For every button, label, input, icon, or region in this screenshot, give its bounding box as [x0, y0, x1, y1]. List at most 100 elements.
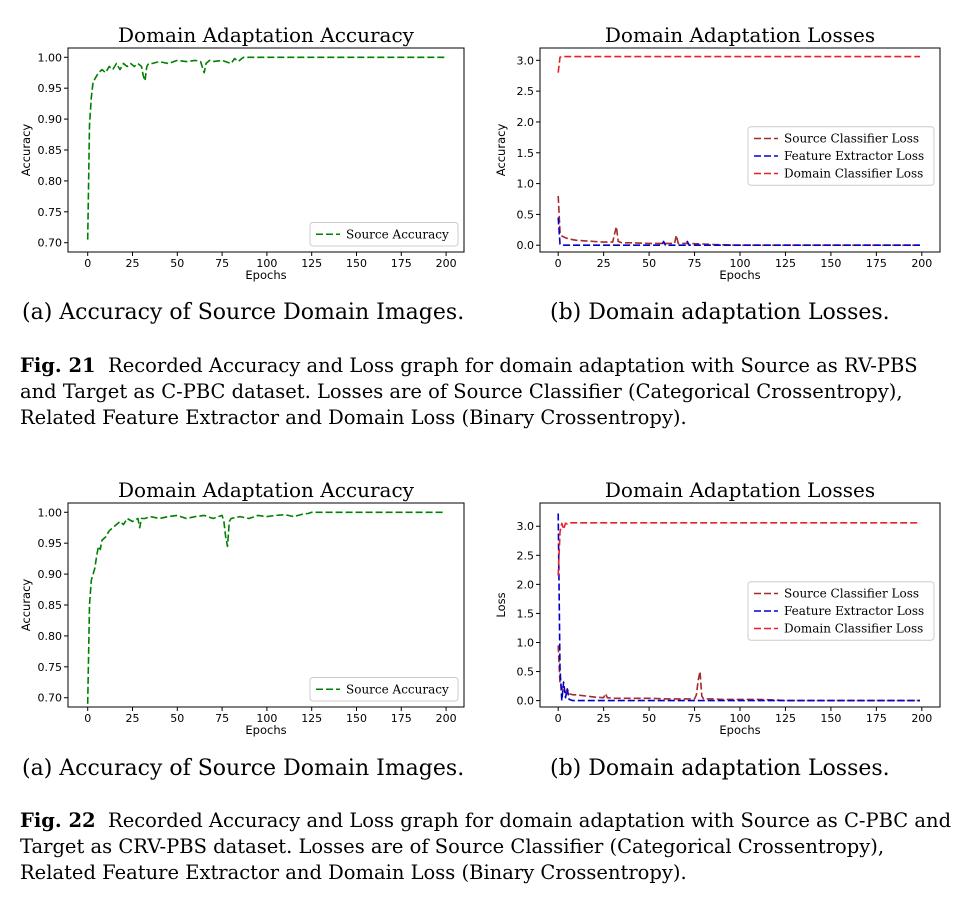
y-tick-label: 1.0: [517, 636, 535, 649]
legend-entry: Source Accuracy: [346, 682, 449, 696]
x-tick-label: 125: [301, 712, 322, 725]
subcaption-a-fig21: (a) Accuracy of Source Domain Images.: [22, 300, 465, 325]
legend-entry: Feature Extractor Loss: [784, 604, 924, 618]
x-tick-label: 150: [820, 257, 841, 270]
y-tick-label: 1.5: [517, 147, 535, 160]
x-tick-label: 50: [642, 712, 656, 725]
x-tick-label: 75: [215, 712, 229, 725]
chart-svg: Domain Adaptation Accuracy 0 25 50 75 100 125 1…: [19, 478, 465, 737]
x-tick-label: 0: [84, 257, 91, 270]
legend: Source Accuracy: [309, 222, 459, 247]
legend-entry: Domain Classifier Loss: [784, 167, 923, 181]
y-tick-label: 0.75: [38, 206, 63, 219]
x-tick-label: 50: [170, 257, 184, 270]
x-axis-label: Epochs: [719, 723, 760, 737]
y-tick-label: 2.5: [517, 85, 535, 98]
y-axis-label: Accuracy: [494, 124, 508, 177]
y-tick-label: 0.5: [517, 208, 535, 221]
series-line-source-accuracy: [86, 511, 445, 704]
y-tick-label: 0.70: [38, 692, 63, 705]
figure-caption-text: Recorded Accuracy and Loss graph for dom…: [20, 354, 918, 429]
x-tick-label: 100: [256, 257, 277, 270]
y-tick-label: 0.0: [517, 695, 535, 708]
legend-entry: Source Classifier Loss: [784, 587, 919, 601]
x-tick-label: 175: [866, 257, 887, 270]
y-axis-label: Accuracy: [19, 579, 33, 632]
y-tick-label: 0.85: [38, 599, 63, 612]
subcaption-a-fig22: (a) Accuracy of Source Domain Images.: [22, 756, 465, 781]
series-line-source-accuracy: [86, 56, 445, 240]
figure-caption-fig22: Fig. 22 Recorded Accuracy and Loss graph…: [20, 808, 960, 886]
x-tick-label: 150: [346, 257, 367, 270]
y-tick-label: 1.00: [38, 506, 63, 519]
legend-entry: Domain Classifier Loss: [784, 622, 923, 636]
series-line-domain-classifier-loss: [557, 55, 920, 73]
x-tick-label: 100: [730, 712, 751, 725]
x-tick-label: 25: [597, 712, 611, 725]
x-axis-label: Epochs: [719, 268, 760, 282]
x-tick-label: 50: [642, 257, 656, 270]
y-tick-label: 0.95: [38, 82, 63, 95]
y-tick-label: 0.80: [38, 630, 63, 643]
x-axis-label: Epochs: [245, 268, 286, 282]
chart-svg: Domain Adaptation Accuracy 0 25 50 75 100 125 1…: [19, 23, 465, 282]
legend-entry: Feature Extractor Loss: [784, 149, 924, 163]
legend-box: [309, 222, 459, 247]
x-tick-label: 100: [256, 712, 277, 725]
x-tick-label: 150: [820, 712, 841, 725]
y-tick-label: 0.70: [38, 237, 63, 250]
y-tick-label: 0.90: [38, 568, 63, 581]
y-tick-label: 1.0: [517, 178, 535, 191]
chart-title: Domain Adaptation Accuracy: [118, 26, 415, 47]
chart-svg: Domain Adaptation Losses 0 25 50 75 100 125 150…: [494, 23, 941, 282]
accuracy-chart-fig21: Domain Adaptation Accuracy 0 25 50 75 100 125 1…: [0, 23, 480, 290]
subcaption-b-fig22: (b) Domain adaptation Losses.: [550, 756, 890, 781]
y-tick-label: 3.0: [517, 520, 535, 533]
x-tick-label: 75: [688, 712, 702, 725]
series-line-feature-extractor-loss: [557, 513, 920, 702]
x-tick-label: 150: [346, 712, 367, 725]
x-tick-label: 100: [730, 257, 751, 270]
x-tick-label: 175: [391, 257, 412, 270]
x-tick-label: 75: [688, 257, 702, 270]
y-tick-label: 0.80: [38, 175, 63, 188]
legend: Source Accuracy: [309, 677, 459, 702]
x-tick-label: 200: [436, 712, 457, 725]
y-tick-label: 0.5: [517, 666, 535, 679]
series-line-source-classifier-loss: [557, 195, 920, 246]
losses-chart-fig21: Domain Adaptation Losses 0 25 50 75 100 125 150…: [490, 22, 963, 286]
y-tick-label: 0.0: [517, 239, 535, 252]
y-tick-label: 1.5: [517, 607, 535, 620]
chart-svg: Domain Adaptation Losses 0 25 50 75 100 125 150…: [494, 478, 941, 737]
x-tick-label: 25: [126, 257, 140, 270]
figure-label: Fig. 21: [20, 354, 96, 377]
x-tick-label: 125: [301, 257, 322, 270]
figure-caption-text: Recorded Accuracy and Loss graph for dom…: [20, 809, 952, 884]
legend: Source Classifier Loss Feature Extractor …: [747, 581, 935, 641]
x-tick-label: 25: [597, 257, 611, 270]
figure-caption-fig21: Fig. 21 Recorded Accuracy and Loss graph…: [20, 353, 960, 431]
series-line-feature-extractor-loss: [557, 217, 920, 246]
y-tick-label: 2.5: [517, 549, 535, 562]
x-tick-label: 125: [775, 712, 796, 725]
losses-chart-fig22: Domain Adaptation Losses 0 25 50 75 100 125 150…: [490, 477, 963, 741]
chart-title: Domain Adaptation Losses: [605, 478, 875, 502]
x-tick-label: 0: [555, 712, 562, 725]
accuracy-chart-fig22: Domain Adaptation Accuracy 0 25 50 75 100 125 1…: [0, 478, 480, 745]
y-tick-label: 0.95: [38, 537, 63, 550]
x-axis-label: Epochs: [245, 723, 286, 737]
figure-label: Fig. 22: [20, 809, 96, 832]
x-tick-label: 75: [215, 257, 229, 270]
subcaption-b-fig21: (b) Domain adaptation Losses.: [550, 300, 890, 325]
series-line-domain-classifier-loss: [557, 522, 920, 576]
legend-entry: Source Classifier Loss: [784, 132, 919, 146]
series-line-source-classifier-loss: [557, 645, 920, 702]
x-tick-label: 0: [555, 257, 562, 270]
chart-title: Domain Adaptation Losses: [605, 23, 875, 47]
x-tick-label: 50: [170, 712, 184, 725]
y-tick-label: 2.0: [517, 116, 535, 129]
y-tick-label: 0.85: [38, 144, 63, 157]
x-tick-label: 125: [775, 257, 796, 270]
plot-frame: [67, 502, 465, 708]
x-tick-label: 200: [436, 257, 457, 270]
